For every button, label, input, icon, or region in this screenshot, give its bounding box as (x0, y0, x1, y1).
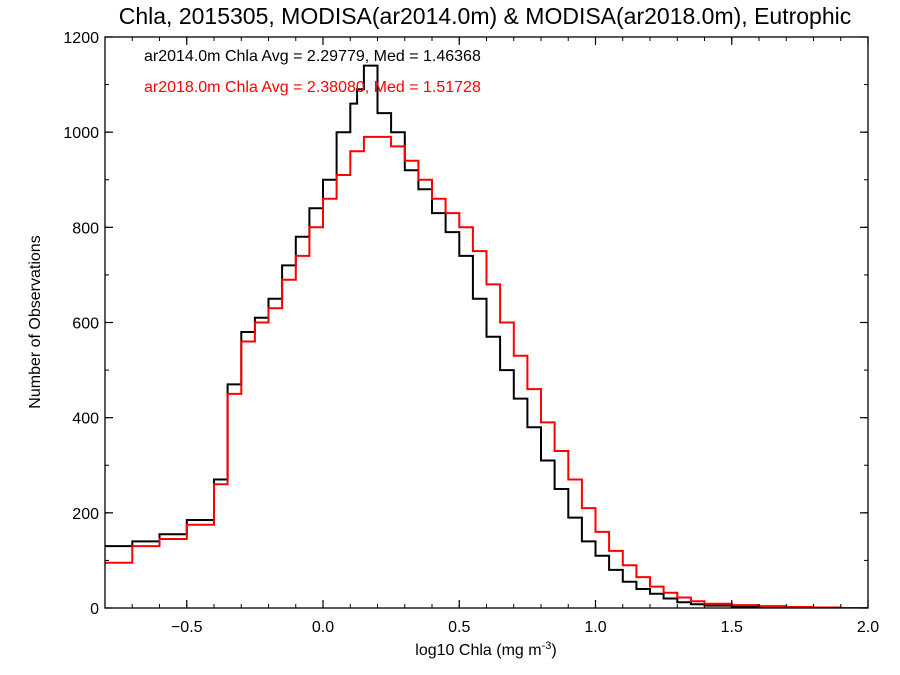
legend-entry-ar2018: ar2018.0m Chla Avg = 2.38080, Med = 1.51… (144, 79, 481, 96)
x-tick-label: 1.0 (584, 619, 606, 636)
x-axis-label: log10 Chla (mg m-3) (415, 640, 556, 659)
chart-title: Chla, 2015305, MODISA(ar2014.0m) & MODIS… (119, 3, 852, 29)
x-tick-label: −0.5 (171, 619, 203, 636)
y-tick-label: 800 (72, 220, 99, 237)
y-tick-label: 0 (90, 601, 99, 618)
x-tick-label: 0.5 (448, 619, 470, 636)
y-tick-label: 200 (72, 506, 99, 523)
y-tick-label: 1200 (63, 30, 99, 47)
x-axis-label-superscript: -3 (542, 640, 552, 652)
y-tick-label: 400 (72, 411, 99, 428)
series-line-0 (105, 64, 868, 608)
x-tick-label: 1.5 (721, 619, 743, 636)
y-axis-label: Number of Observations (27, 235, 44, 408)
x-tick-label: 0.0 (312, 619, 334, 636)
y-tick-label: 1000 (63, 125, 99, 142)
series-line-1 (105, 135, 868, 608)
y-tick-label: 600 (72, 316, 99, 333)
legend-entry-ar2014: ar2014.0m Chla Avg = 2.29779, Med = 1.46… (144, 48, 481, 65)
x-tick-label: 2.0 (857, 619, 879, 636)
